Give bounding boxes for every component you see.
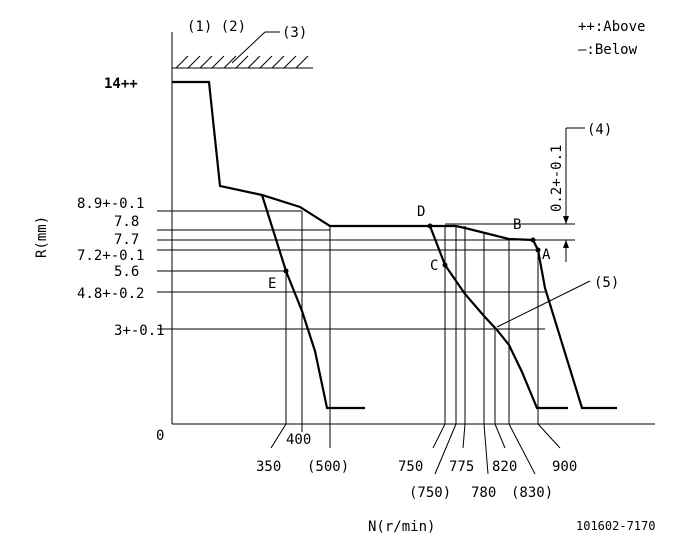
callout-5: (5)	[594, 275, 619, 291]
point-d-label: D	[417, 204, 425, 220]
dimension-4	[563, 127, 585, 262]
drawing-number: 101602-7170	[576, 519, 655, 533]
x-tick-750-paren: (750)	[409, 485, 451, 501]
x-tick-775: 775	[449, 459, 474, 475]
y-tick-5.6: 5.6	[114, 264, 139, 280]
curve-c	[428, 225, 568, 410]
point-c-label: C	[430, 258, 438, 274]
point-e-label: E	[268, 276, 276, 292]
point-d-marker	[427, 223, 433, 229]
point-a-label: A	[542, 247, 551, 263]
x-tick-350: 350	[256, 459, 281, 475]
point-b-marker	[530, 237, 536, 243]
y-tick-8.9: 8.9+-0.1	[77, 196, 144, 212]
callout-3: (3)	[282, 25, 307, 41]
x-tick-830-paren: (830)	[511, 485, 553, 501]
callout-3-leader	[231, 31, 266, 64]
legend-below: —:Below	[578, 42, 638, 58]
y-tick-4.8: 4.8+-0.2	[77, 286, 144, 302]
x-tick-labels: 350 400 (500) 750 (750) 775 780 820 (830…	[256, 432, 577, 501]
stop-hatch	[172, 31, 313, 69]
drop-lines	[285, 226, 539, 424]
tick-leaders	[270, 423, 561, 475]
legend-above: ++:Above	[578, 19, 645, 35]
reference-lines	[157, 210, 575, 424]
callout-5-leader	[496, 280, 591, 328]
x-tick-780: 780	[471, 485, 496, 501]
dimension-label: 0.2+-0.1	[549, 145, 565, 212]
point-e-marker	[283, 268, 289, 274]
point-b-label: B	[513, 217, 521, 233]
x-tick-500-paren: (500)	[307, 459, 349, 475]
callout-1-2: (1) (2)	[187, 19, 246, 35]
y-tick-7.2: 7.2+-0.1	[77, 248, 144, 264]
y-tick-14: 14++	[104, 76, 138, 92]
y-tick-7.7: 7.7	[114, 232, 139, 248]
governor-curve	[172, 80, 617, 410]
y-axis-label: R(mm)	[34, 216, 50, 258]
point-a-marker	[535, 247, 541, 253]
y-tick-labels: 14++ 8.9+-0.1 7.8 7.7 7.2+-0.1 5.6 4.8+-…	[77, 76, 165, 339]
callout-4: (4)	[587, 122, 612, 138]
axes	[171, 32, 655, 425]
x-tick-820: 820	[492, 459, 517, 475]
origin-label: 0	[156, 428, 164, 444]
x-tick-750: 750	[398, 459, 423, 475]
x-tick-900: 900	[552, 459, 577, 475]
marker-points	[283, 223, 541, 274]
point-c-marker	[442, 262, 448, 268]
x-axis-label: N(r/min)	[368, 519, 435, 535]
x-tick-400: 400	[286, 432, 311, 448]
y-tick-7.8: 7.8	[114, 214, 139, 230]
y-tick-3: 3+-0.1	[114, 323, 165, 339]
curve-e	[260, 194, 365, 410]
